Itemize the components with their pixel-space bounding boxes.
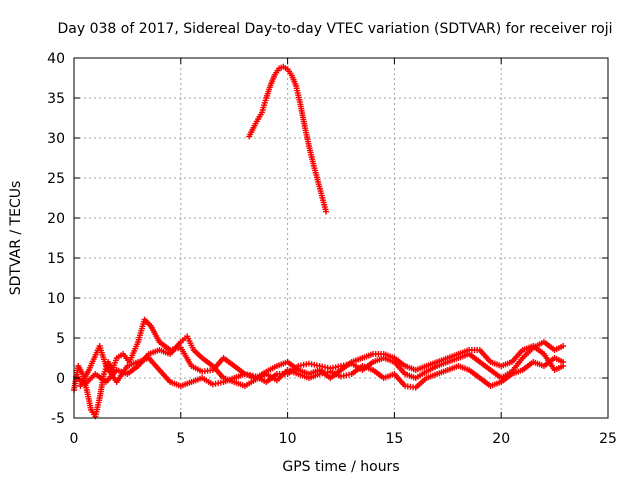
data-point [560,363,567,369]
x-tick-label: 5 [176,431,185,447]
x-tick-label: 20 [492,431,510,447]
x-tick-label: 15 [385,431,403,447]
y-tick-label: 0 [56,371,65,387]
y-tick-label: 10 [47,291,65,307]
y-tick-label: 40 [47,51,65,67]
x-tick-label: 0 [70,431,79,447]
y-tick-label: 25 [47,171,65,187]
x-axis-label: GPS time / hours [282,459,399,475]
x-tick-label: 10 [279,431,297,447]
y-tick-label: -5 [51,411,65,427]
series-track-c [77,343,567,389]
data-point [560,343,567,349]
data-point [323,208,330,215]
series-track-b [73,333,567,391]
y-tick-label: 5 [56,331,65,347]
y-tick-label: 30 [47,131,65,147]
y-axis-label: SDTVAR / TECUs [8,181,24,296]
y-tick-label: 35 [47,91,65,107]
data-points [71,63,567,420]
y-tick-label: 15 [47,251,65,267]
y-tick-label: 20 [47,211,65,227]
series-high-arc [246,63,330,215]
plot-frame [73,57,609,419]
axis-ticks: 0 5 10 15 20 25 -5 0 5 10 15 20 25 30 35 40 [47,51,617,447]
x-tick-label: 25 [599,431,617,447]
chart-title: Day 038 of 2017, Sidereal Day-to-day VTE… [57,21,612,37]
